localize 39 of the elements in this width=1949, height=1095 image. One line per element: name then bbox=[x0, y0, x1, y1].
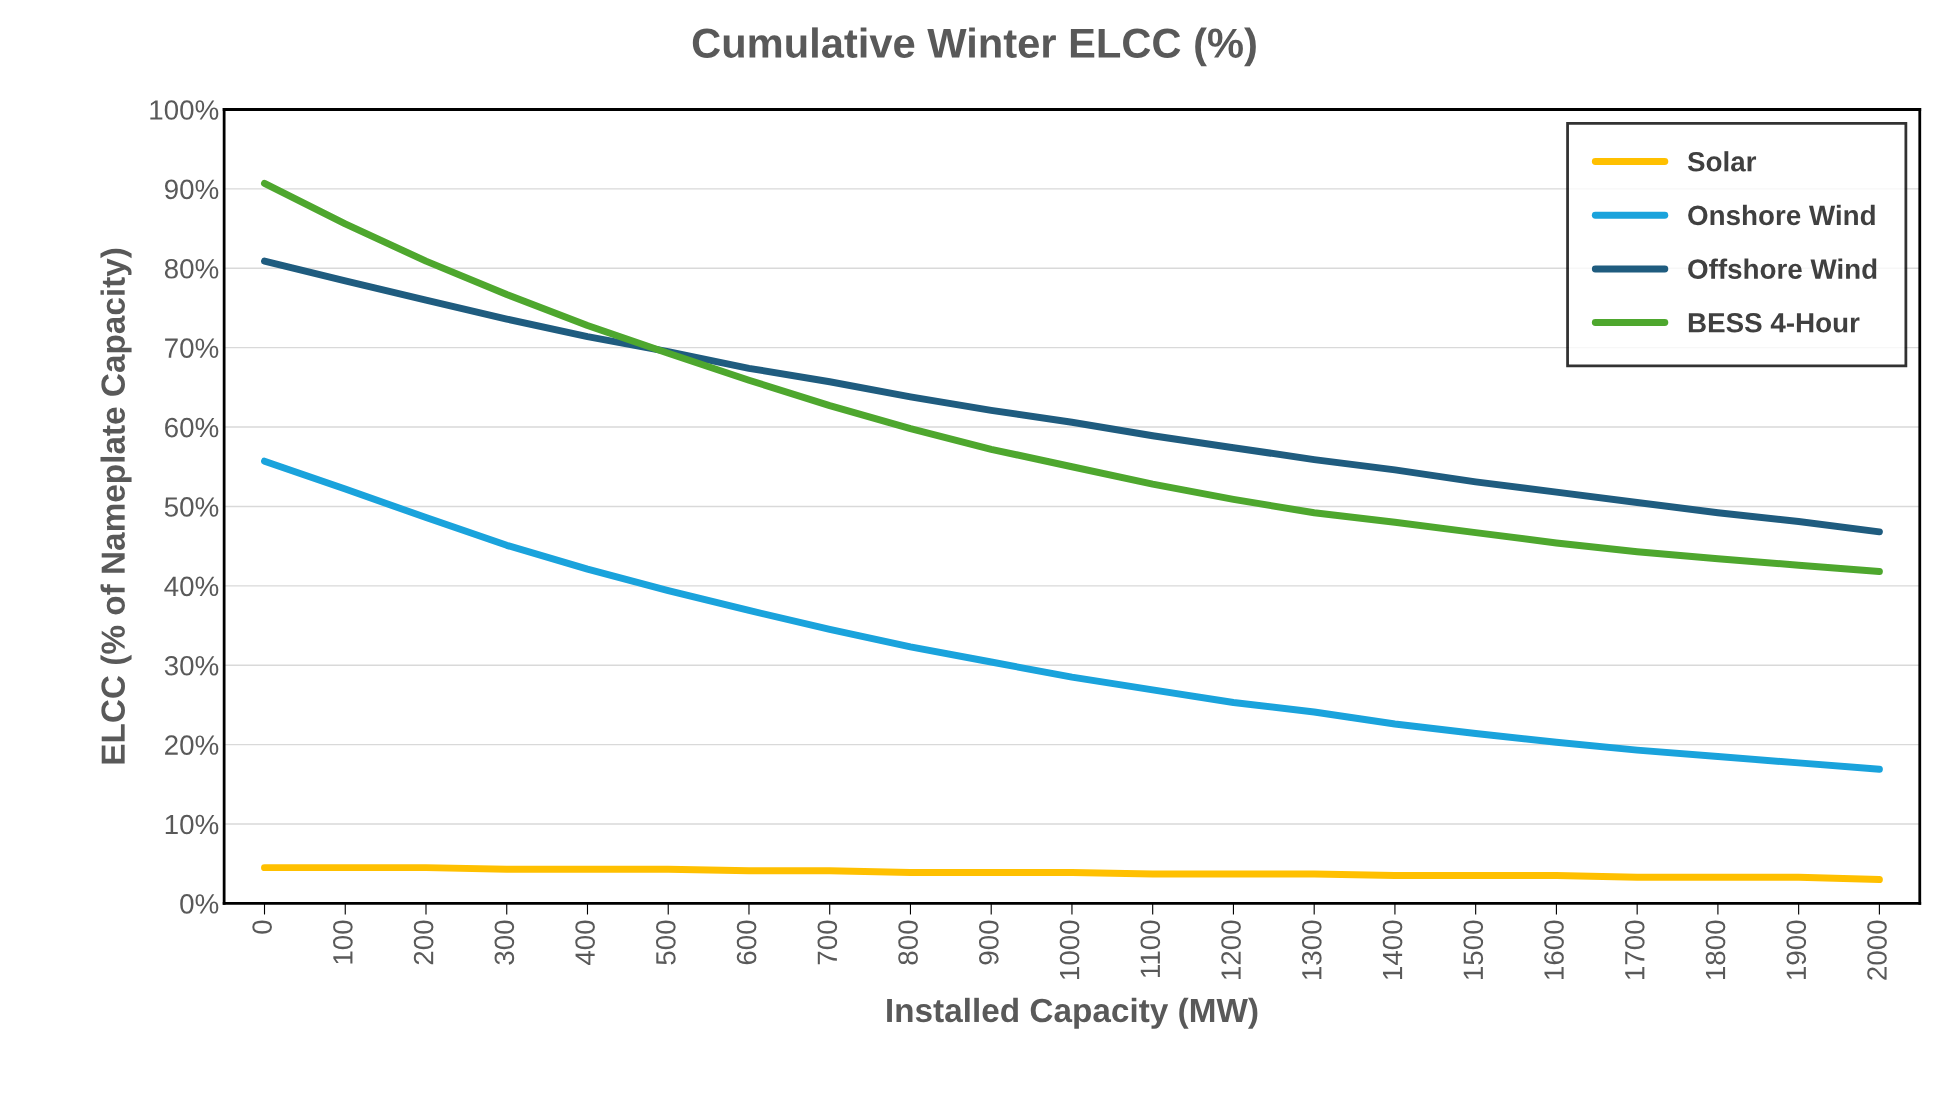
y-tick-label: 80% bbox=[164, 258, 219, 279]
x-tick-label: 1000 bbox=[1059, 920, 1080, 980]
x-tick-label: 600 bbox=[736, 920, 757, 965]
legend-label: BESS 4-Hour bbox=[1688, 312, 1860, 333]
legend-label: Solar bbox=[1687, 151, 1757, 172]
x-tick-label: 1900 bbox=[1786, 920, 1807, 980]
x-tick-label: 300 bbox=[494, 920, 515, 965]
legend-label: Offshore Wind bbox=[1688, 258, 1877, 279]
x-tick-label: 1500 bbox=[1463, 920, 1484, 980]
x-tick-label: 900 bbox=[978, 920, 999, 965]
x-tick-label: 500 bbox=[656, 920, 676, 965]
y-tick-label: 60% bbox=[165, 417, 219, 438]
x-tick-label: 1300 bbox=[1301, 920, 1322, 980]
x-tick-label: 800 bbox=[898, 920, 918, 965]
x-tick-label: 100 bbox=[333, 920, 353, 964]
y-tick-label: 90% bbox=[164, 179, 219, 200]
y-tick-label: 70% bbox=[165, 338, 219, 358]
y-tick-label: 0% bbox=[180, 894, 219, 914]
x-tick-label: 1800 bbox=[1705, 920, 1726, 980]
x-tick-label: 400 bbox=[575, 920, 595, 966]
x-axis-title: Installed Capacity (MW) bbox=[887, 997, 1258, 1029]
x-tick-label: 1700 bbox=[1624, 920, 1645, 980]
y-tick-label: 50% bbox=[164, 497, 219, 517]
x-tick-label: 1600 bbox=[1544, 920, 1564, 980]
y-tick-label: 30% bbox=[164, 655, 219, 676]
y-tick-label: 40% bbox=[164, 576, 219, 597]
chart-title: Cumulative Winter ELCC (%) bbox=[692, 27, 1256, 67]
x-tick-label: 1400 bbox=[1382, 920, 1403, 980]
y-tick-label: 100% bbox=[150, 100, 219, 120]
x-tick-label: 1100 bbox=[1140, 920, 1161, 977]
x-tick-label: 2000 bbox=[1867, 920, 1887, 980]
x-tick-label: 200 bbox=[413, 920, 434, 965]
x-tick-label: 1200 bbox=[1221, 920, 1241, 980]
x-tick-label: 700 bbox=[817, 920, 838, 965]
legend-label: Onshore Wind bbox=[1688, 204, 1875, 226]
y-tick-label: 10% bbox=[165, 814, 219, 835]
y-tick-label: 20% bbox=[165, 735, 219, 755]
y-axis-title: ELCC (% of Nameplate Capacity) bbox=[100, 248, 132, 764]
x-tick-label: 0 bbox=[252, 920, 272, 934]
